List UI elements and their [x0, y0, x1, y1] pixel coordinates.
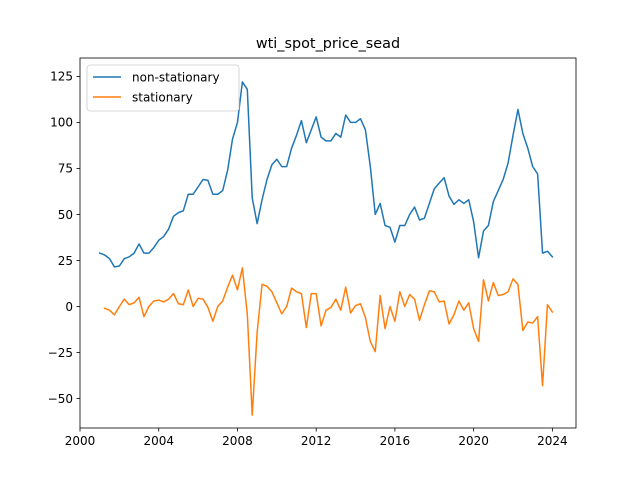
legend-label-stationary: stationary: [132, 90, 193, 104]
y-tick-label: 75: [58, 162, 73, 176]
y-tick-label: 0: [65, 300, 73, 314]
series-line-stationary: [103, 267, 554, 416]
y-tick-label: −50: [48, 392, 73, 406]
x-tick-label: 2024: [537, 434, 568, 448]
y-tick-label: 125: [50, 70, 73, 84]
legend: non-stationary stationary: [86, 64, 240, 112]
legend-label-non-stationary: non-stationary: [132, 70, 220, 84]
chart-title: wti_spot_price_sead: [256, 36, 400, 52]
x-tick-label: 2020: [458, 434, 489, 448]
x-tick-label: 2004: [143, 434, 174, 448]
axes-frame: [79, 57, 577, 429]
y-tick-label: −25: [48, 346, 73, 360]
y-tick-label: 100: [50, 116, 73, 130]
legend-box: [86, 64, 240, 112]
plot-area: 2000 2004 2008 2012 2016 2020 2024 −50 −25 0 25 50 7…: [48, 57, 577, 448]
series-line-non-stationary: [98, 81, 554, 268]
y-tick-label: 50: [58, 208, 73, 222]
y-tick-label: 25: [58, 254, 73, 268]
x-tick-label: 2012: [301, 434, 332, 448]
x-tick-label: 2008: [222, 434, 253, 448]
x-tick-label: 2016: [380, 434, 411, 448]
x-tick-label: 2000: [65, 434, 96, 448]
